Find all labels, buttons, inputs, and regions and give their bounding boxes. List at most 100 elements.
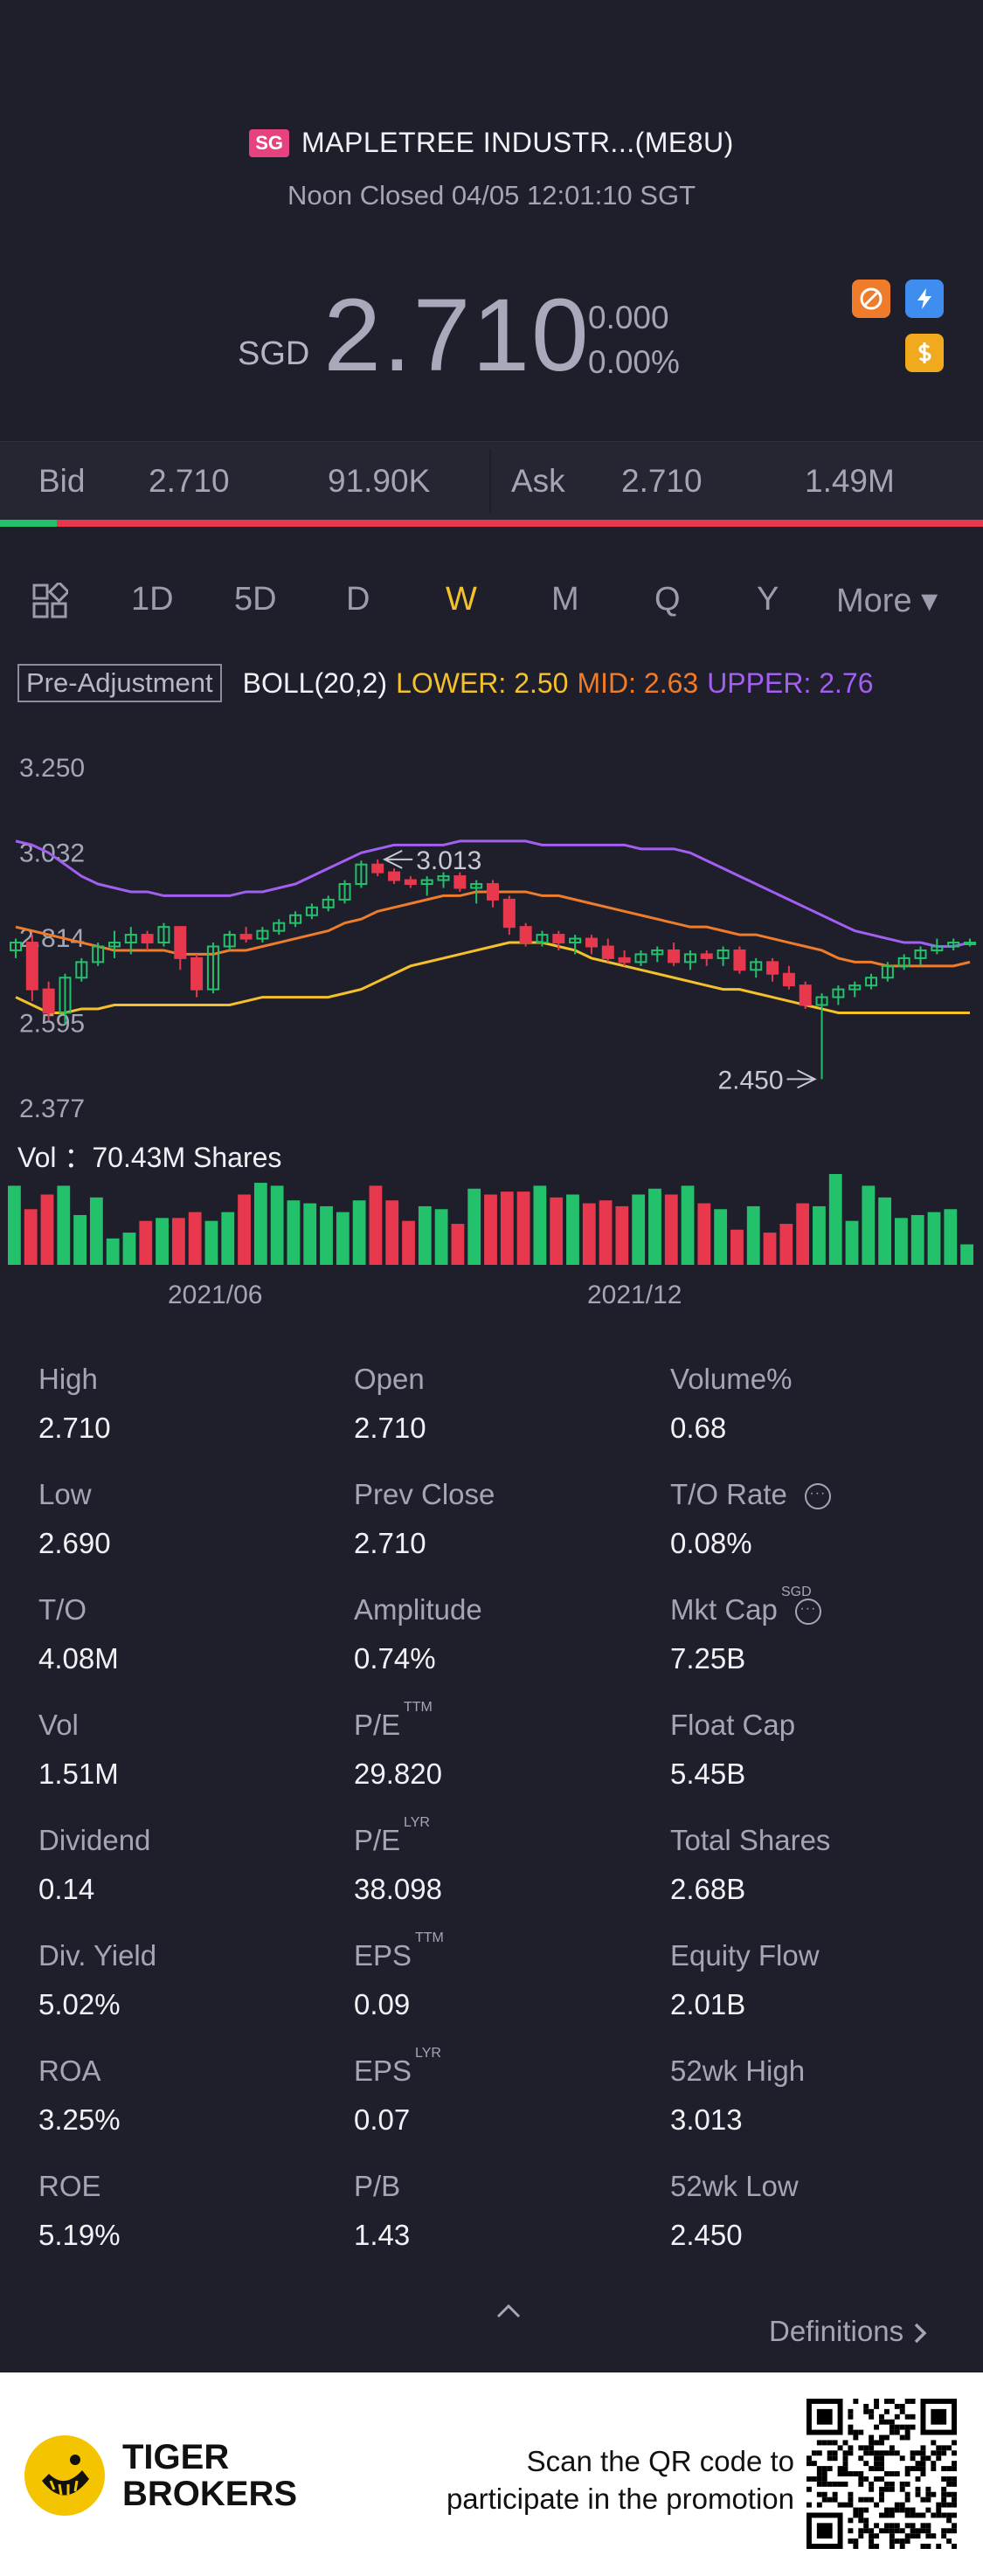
qr-module	[858, 2476, 864, 2482]
layout-grid-icon[interactable]	[31, 583, 68, 619]
qr-finder-core	[931, 2408, 947, 2425]
qr-module	[874, 2466, 880, 2472]
qr-module	[853, 2544, 859, 2549]
quote-header: SG MAPLETREE INDUSTR...(ME8U) Noon Close…	[0, 0, 983, 441]
qr-module	[946, 2512, 952, 2518]
qr-module	[952, 2450, 957, 2456]
qr-module	[904, 2481, 910, 2487]
volume-bar	[352, 1200, 366, 1265]
more-info-icon[interactable]: ···	[804, 1483, 831, 1510]
chevron-right-icon	[911, 2315, 929, 2347]
volume-bar	[927, 1212, 941, 1265]
qr-module	[931, 2450, 937, 2456]
qr-module	[952, 2491, 957, 2497]
qr-module	[894, 2523, 900, 2529]
qr-module	[858, 2429, 864, 2435]
volume-bar	[697, 1203, 711, 1265]
volume-bar	[467, 1188, 481, 1265]
qr-module	[936, 2512, 942, 2518]
tiger-logo-icon	[24, 2435, 105, 2516]
candle-body	[338, 883, 351, 901]
qr-module	[837, 2445, 843, 2451]
qr-module	[925, 2533, 931, 2539]
qr-module	[920, 2512, 926, 2518]
stat-eps-ttm: EPS TTM 0.09	[354, 1930, 444, 2021]
qr-module	[806, 2476, 812, 2482]
qr-module	[899, 2481, 905, 2487]
qr-module	[941, 2502, 947, 2508]
qr-module	[821, 2466, 827, 2472]
y-tick-label: 3.250	[19, 754, 85, 783]
stat-label: Total Shares	[670, 1824, 831, 1856]
qr-module	[869, 2414, 875, 2420]
volume-bar	[451, 1224, 465, 1265]
qr-module	[883, 2434, 890, 2441]
stat-label: 52wk Low	[670, 2170, 799, 2202]
volume-bar	[566, 1194, 579, 1265]
qr-module	[941, 2486, 947, 2492]
qr-code-icon[interactable]	[806, 2399, 957, 2549]
stat-vol: Vol 1.51M	[38, 1709, 119, 1791]
market-badge: SG	[249, 128, 289, 157]
qr-module	[894, 2403, 900, 2409]
tab-q[interactable]: Q	[654, 581, 681, 618]
qr-module	[842, 2440, 848, 2446]
qr-module	[899, 2455, 905, 2462]
dollar-icon[interactable]	[905, 334, 944, 372]
chevron-up-icon[interactable]	[491, 2297, 526, 2324]
qr-module	[816, 2450, 822, 2456]
candle-body	[273, 922, 286, 932]
qr-module	[816, 2471, 822, 2476]
qr-module	[904, 2399, 910, 2404]
qr-module	[863, 2517, 869, 2524]
qr-module	[816, 2491, 822, 2497]
tab-d[interactable]: D	[346, 581, 370, 618]
volume-bar	[582, 1203, 596, 1265]
qr-module	[827, 2455, 833, 2462]
qr-module	[869, 2538, 875, 2545]
lightning-icon[interactable]	[905, 280, 944, 318]
qr-module	[941, 2533, 947, 2539]
qr-module	[848, 2471, 854, 2476]
tab-w[interactable]: W	[446, 581, 477, 618]
qr-module	[931, 2461, 937, 2467]
definitions-link[interactable]: Definitions	[769, 2315, 929, 2348]
stat-value: 7.25B	[670, 1642, 746, 1675]
tab-y[interactable]: Y	[757, 581, 779, 618]
qr-module	[883, 2419, 890, 2425]
volume-chart[interactable]	[0, 1169, 983, 1267]
qr-module	[941, 2528, 947, 2534]
candle-body	[124, 934, 137, 944]
qr-module	[869, 2497, 875, 2503]
qr-module	[889, 2486, 895, 2492]
qr-module	[910, 2533, 916, 2539]
qr-module	[816, 2502, 822, 2508]
volume-bar	[763, 1233, 777, 1265]
qr-module	[946, 2476, 952, 2482]
qr-module	[925, 2491, 931, 2497]
qr-module	[931, 2512, 937, 2518]
tab-1d[interactable]: 1D	[131, 581, 174, 618]
tab-more[interactable]: More ▾	[836, 583, 938, 619]
qr-module	[883, 2408, 890, 2414]
tab-m[interactable]: M	[551, 581, 579, 618]
qr-module	[936, 2507, 942, 2513]
stat-label: ROA	[38, 2055, 101, 2087]
pre-adjustment-button[interactable]: Pre-Adjustment	[17, 664, 222, 702]
qr-module	[899, 2403, 905, 2409]
qr-module	[925, 2544, 931, 2549]
boll-lower-line	[15, 941, 970, 1014]
qr-module	[858, 2481, 864, 2487]
candle-body	[733, 949, 746, 971]
more-info-icon[interactable]: ···	[794, 1599, 821, 1626]
qr-module	[806, 2461, 812, 2467]
stat-label: T/O Rate	[670, 1478, 787, 1510]
bid-ask-bar[interactable]: Bid 2.710 91.90K Ask 2.710 1.49M	[0, 441, 983, 520]
tab-5d[interactable]: 5D	[234, 581, 277, 618]
candle-body	[585, 937, 598, 948]
promo-line-1: Scan the QR code to	[526, 2445, 794, 2477]
qr-module	[894, 2471, 900, 2476]
qr-module	[894, 2450, 900, 2456]
no-entry-icon[interactable]	[852, 280, 890, 318]
